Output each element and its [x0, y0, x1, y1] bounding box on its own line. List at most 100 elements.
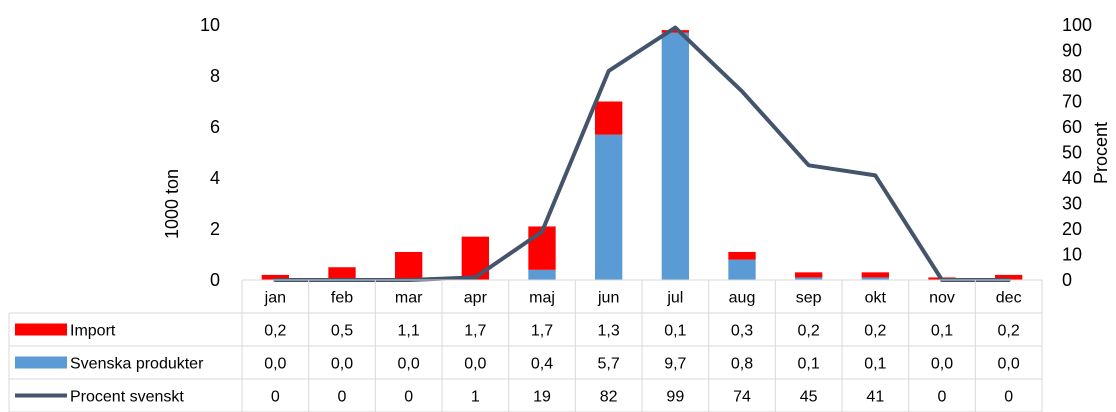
y-axis-title: 1000 ton: [162, 169, 182, 239]
table-cell: 0,0: [998, 356, 1020, 373]
left-tick-label: 4: [210, 168, 220, 188]
table-cell: 41: [866, 389, 884, 406]
category-label: dec: [996, 290, 1022, 307]
table-cell: 0: [1004, 389, 1013, 406]
category-label: mar: [395, 290, 423, 307]
left-tick-label: 2: [210, 219, 220, 239]
import-bar: [461, 236, 489, 280]
table-cell: 0,0: [931, 356, 953, 373]
table-cell: 0,3: [731, 323, 753, 340]
table-cell: 0: [271, 389, 280, 406]
table-cell: 99: [666, 389, 684, 406]
svenska-bar: [528, 269, 556, 280]
data-table: jan feb mar apr maj jun jul aug sep okt nov dec Impo…: [8, 279, 1043, 412]
category-label: nov: [929, 290, 955, 307]
right-tick-label: 0: [1062, 270, 1072, 290]
right-tick-label: 10: [1062, 245, 1082, 265]
table-cell: 9,7: [664, 356, 686, 373]
procent-svenskt-point: [874, 174, 877, 177]
category-label: okt: [865, 290, 887, 307]
procent-svenskt-point: [807, 164, 810, 167]
table-cell: 0,0: [464, 356, 486, 373]
import-bar: [595, 101, 623, 135]
svenska-bar: [595, 134, 623, 280]
procent-svenskt-point: [541, 230, 543, 233]
table-cell: 0,8: [731, 356, 753, 373]
table-cell: 74: [733, 389, 751, 406]
table-cell: 5,7: [598, 356, 620, 373]
import-bar: [328, 267, 356, 280]
category-label: jan: [264, 290, 286, 307]
table-cell: 1: [471, 389, 480, 406]
table-cell: 0,4: [531, 356, 553, 373]
category-label: sep: [796, 290, 822, 307]
category-label: jul: [666, 290, 683, 307]
series-name: Procent svenskt: [70, 389, 184, 406]
left-tick-label: 8: [210, 66, 220, 86]
table-cell: 0,1: [931, 323, 953, 340]
table-cell: 0,0: [398, 356, 420, 373]
table-cell: 1,3: [598, 323, 620, 340]
table-cell: 45: [800, 389, 818, 406]
table-cell: 0: [338, 389, 347, 406]
category-label: feb: [331, 290, 353, 307]
right-tick-label: 40: [1062, 168, 1082, 188]
right-tick-label: 100: [1062, 15, 1092, 35]
table-cell: 0,2: [264, 323, 286, 340]
left-tick-label: 0: [210, 270, 220, 290]
right-tick-label: 30: [1062, 194, 1082, 214]
procent-svenskt-point: [741, 90, 743, 93]
table-cell: 82: [600, 389, 618, 406]
table-cell: 0,2: [864, 323, 886, 340]
table-cell: 0,5: [331, 323, 353, 340]
import-bar: [995, 274, 1023, 280]
table-cell: 0,2: [998, 323, 1020, 340]
right-axis-ticks: 0 10 20 30 40 50 60 70 80 90 100: [1062, 15, 1092, 290]
table-cell: 0: [938, 389, 947, 406]
left-tick-label: 6: [210, 117, 220, 137]
right-tick-label: 80: [1062, 66, 1082, 86]
svenska-bar: [728, 259, 756, 280]
right-tick-label: 90: [1062, 41, 1082, 61]
right-tick-label: 20: [1062, 219, 1082, 239]
percent-line: [273, 25, 1011, 282]
series-name: Svenska produkter: [70, 356, 204, 373]
bars: [261, 30, 1023, 281]
left-axis-ticks: 0 2 4 6 8 10: [200, 15, 220, 290]
table-cell: 0,1: [864, 356, 886, 373]
category-label: maj: [529, 290, 555, 307]
legend-swatch: [15, 356, 67, 369]
legend-swatch: [15, 323, 67, 336]
import-bar: [728, 251, 756, 260]
import-bar: [261, 274, 289, 280]
svenska-bar: [661, 32, 689, 281]
series-name: Import: [70, 323, 116, 340]
import-bar: [661, 30, 689, 33]
table-cell: 0,1: [664, 323, 686, 340]
category-label: jun: [597, 290, 619, 307]
import-bar: [395, 251, 423, 280]
table-cell: 1,1: [398, 323, 420, 340]
procent-svenskt-line: [273, 25, 1011, 282]
svenska-bar: [861, 277, 889, 280]
right-tick-label: 60: [1062, 117, 1082, 137]
table-cell: 0,0: [331, 356, 353, 373]
y2-axis-title: Procent: [1091, 122, 1111, 184]
category-label: apr: [464, 290, 488, 307]
category-label: aug: [729, 290, 756, 307]
procent-svenskt-point: [607, 69, 610, 72]
import-bar: [795, 272, 823, 278]
table-cell: 0,1: [798, 356, 820, 373]
table-cell: 0,2: [798, 323, 820, 340]
right-tick-label: 50: [1062, 143, 1082, 163]
svenska-bar: [795, 277, 823, 280]
table-cell: 0,0: [264, 356, 286, 373]
table-cell: 1,7: [531, 323, 553, 340]
table-cell: 19: [533, 389, 551, 406]
right-tick-label: 70: [1062, 92, 1082, 112]
table-cell: 0: [404, 389, 413, 406]
import-bar: [861, 272, 889, 278]
procent-svenskt-point: [474, 276, 477, 279]
procent-svenskt-point: [674, 26, 677, 29]
